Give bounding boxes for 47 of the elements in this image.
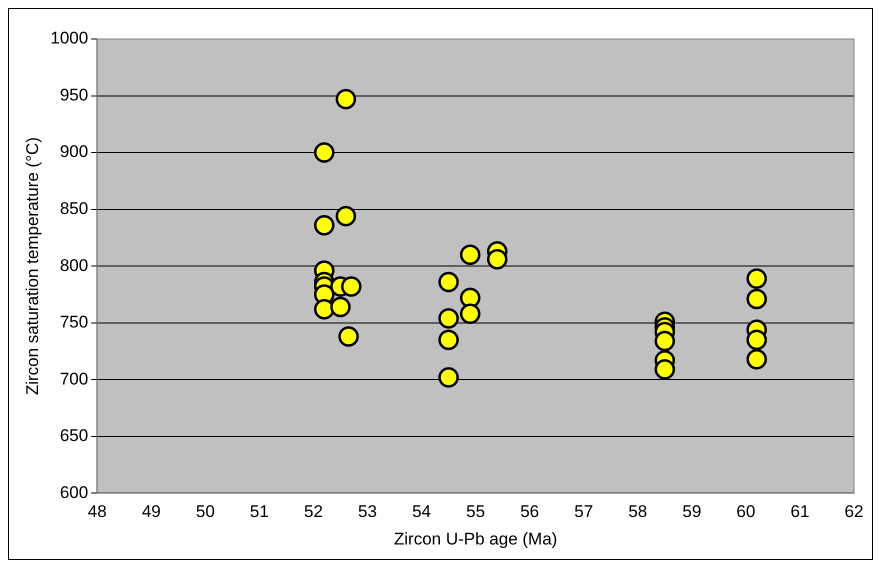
- x-tick-label: 58: [628, 502, 648, 522]
- x-tick-label: 49: [142, 502, 161, 522]
- y-tick-label: 650: [60, 426, 88, 446]
- y-tick-label: 600: [60, 482, 88, 502]
- point: [746, 330, 767, 350]
- x-tick-label: 60: [736, 502, 756, 522]
- x-tick-label: 55: [466, 502, 486, 522]
- point: [746, 288, 767, 310]
- point: [336, 88, 356, 110]
- y-tick-label: 750: [60, 312, 88, 332]
- y-tick-label: 1000: [50, 28, 88, 48]
- y-tick-label: 850: [60, 199, 88, 218]
- point: [341, 276, 362, 297]
- x-tick-label: 57: [574, 502, 594, 522]
- point: [654, 359, 676, 380]
- point: [336, 206, 356, 226]
- y-axis-title: Zircon saturation temperature (°C): [22, 137, 42, 396]
- y-tick-label: 700: [60, 369, 88, 388]
- point: [338, 326, 359, 347]
- point: [314, 214, 335, 236]
- x-tick-label: 51: [250, 502, 269, 522]
- point: [654, 330, 676, 352]
- x-axis-title: Zircon U-Pb age (Ma): [394, 529, 558, 548]
- x-tick-label: 62: [844, 502, 864, 522]
- point: [746, 348, 767, 370]
- x-tick-label: 53: [358, 502, 377, 522]
- point: [746, 268, 767, 289]
- y-tick-label: 800: [60, 256, 88, 275]
- point: [438, 308, 459, 329]
- x-tick-label: 48: [88, 502, 107, 522]
- point: [330, 296, 351, 318]
- x-tick-label: 61: [790, 502, 810, 522]
- y-tick-label: 950: [60, 85, 88, 104]
- point: [438, 272, 459, 292]
- point: [460, 304, 480, 324]
- point: [314, 299, 335, 320]
- point: [438, 330, 459, 350]
- x-tick-label: 59: [682, 502, 702, 522]
- x-tick-label: 56: [520, 502, 540, 522]
- point: [314, 142, 335, 163]
- y-tick-label: 900: [60, 142, 88, 162]
- x-tick-label: 52: [304, 502, 323, 522]
- point: [460, 244, 480, 265]
- x-tick-label: 54: [412, 502, 432, 522]
- point: [438, 367, 459, 388]
- x-tick-label: 50: [196, 502, 215, 522]
- point: [486, 249, 508, 270]
